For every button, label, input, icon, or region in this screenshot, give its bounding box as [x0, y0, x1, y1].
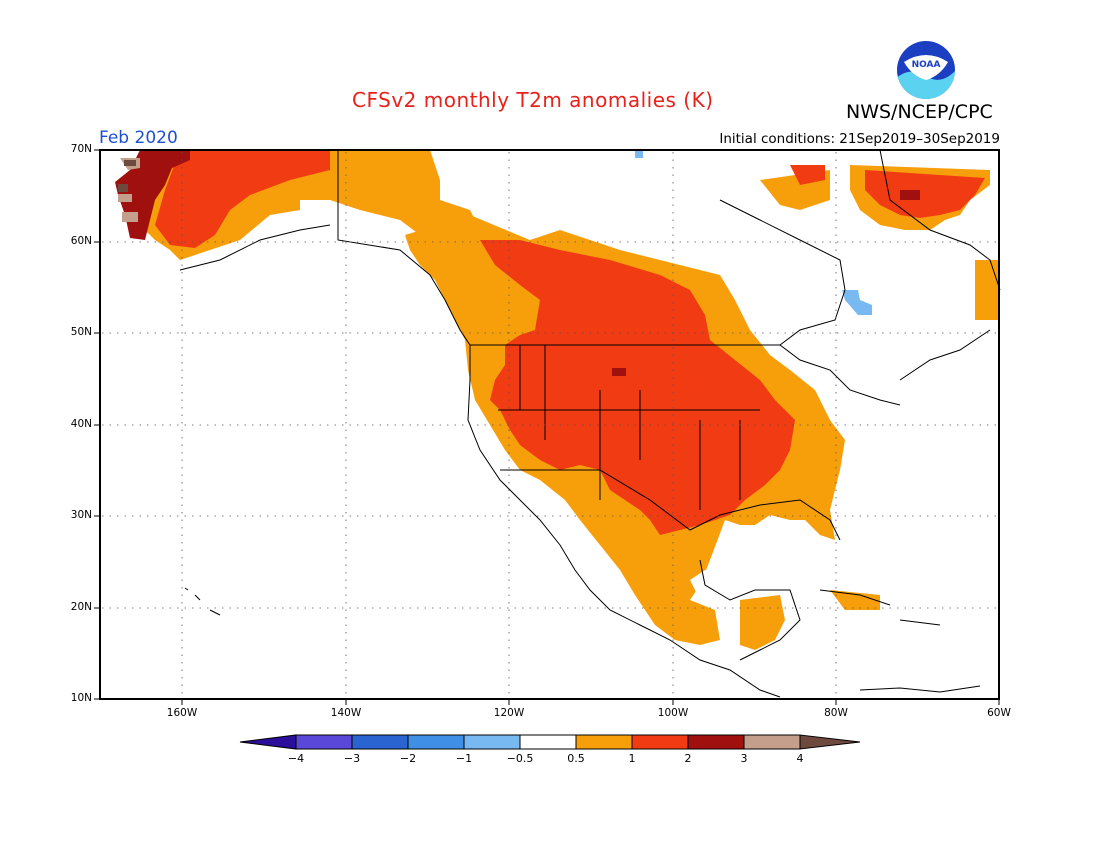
- anomaly-region-centralamerica-orange: [740, 590, 880, 650]
- lat-label-30n: 30N: [70, 509, 92, 521]
- lat-label-40n: 40N: [70, 418, 92, 430]
- colorbar-label: −1: [455, 752, 473, 765]
- lon-label-100w: 100W: [657, 707, 689, 719]
- colorbar-bin-2-3: [687, 734, 745, 750]
- map-area: [94, 149, 1001, 705]
- colorbar-label: 4: [796, 752, 804, 765]
- initial-conditions: Initial conditions: 21Sep2019–30Sep2019: [719, 131, 1000, 147]
- colorbar-bin--0.5-0.5: [519, 734, 577, 750]
- anomaly-region-greenland-dark: [900, 190, 920, 200]
- colorbar-bin-0.5-1: [575, 734, 633, 750]
- gridlines: [102, 152, 998, 697]
- lon-label-140w: 140W: [330, 707, 362, 719]
- colorbar-label: −3: [343, 752, 361, 765]
- colorbar-label: −2: [399, 752, 417, 765]
- colorbar-label: 3: [740, 752, 748, 765]
- colorbar-bin-3-4: [743, 734, 801, 750]
- lat-label-10n: 10N: [70, 692, 92, 704]
- chart-title: CFSv2 monthly T2m anomalies (K): [352, 88, 714, 112]
- logo-text: NOAA: [912, 60, 941, 70]
- colorbar-bin--3--2: [351, 734, 409, 750]
- lat-label-20n: 20N: [70, 601, 92, 613]
- colorbar-bin--2--1: [407, 734, 465, 750]
- colorbar: [239, 734, 861, 750]
- anomaly-spot-blue: [635, 150, 643, 158]
- anomaly-region-hudson-blue: [842, 290, 872, 315]
- colorbar-label: 1: [628, 752, 636, 765]
- valid-month: Feb 2020: [99, 128, 178, 148]
- axis-ticks: [94, 149, 1000, 705]
- agency-label: NWS/NCEP/CPC: [846, 101, 993, 123]
- anomaly-region-main-red: [480, 240, 795, 535]
- noaa-logo-icon: NOAA: [897, 41, 955, 99]
- lon-label-60w: 60W: [987, 707, 1011, 719]
- anomaly-fill: [115, 150, 1000, 650]
- colorbar-bin-gt-4: [799, 734, 861, 750]
- colorbar-bin--4--3: [295, 734, 353, 750]
- lon-label-120w: 120W: [493, 707, 525, 719]
- colorbar-label: −4: [287, 752, 305, 765]
- lon-label-160w: 160W: [166, 707, 198, 719]
- lon-label-80w: 80W: [824, 707, 848, 719]
- anomaly-region-alaska-red: [155, 150, 330, 248]
- colorbar-label: −0.5: [506, 752, 534, 765]
- lat-label-70n: 70N: [70, 143, 92, 155]
- anomaly-region-alaska-tan: [118, 158, 140, 222]
- colorbar-label: 2: [684, 752, 692, 765]
- anomaly-region-greenland-red: [790, 165, 985, 218]
- coastlines: [179, 149, 1001, 698]
- colorbar-label: 0.5: [567, 752, 585, 765]
- colorbar-bin-1-2: [631, 734, 689, 750]
- anomaly-region-alaska-brown: [118, 160, 136, 192]
- colorbar-bin-lt-4: [239, 734, 297, 750]
- colorbar-bin--1--0.5: [463, 734, 521, 750]
- lat-label-60n: 60N: [70, 235, 92, 247]
- anomaly-spot-dark: [612, 368, 626, 376]
- lat-label-50n: 50N: [70, 326, 92, 338]
